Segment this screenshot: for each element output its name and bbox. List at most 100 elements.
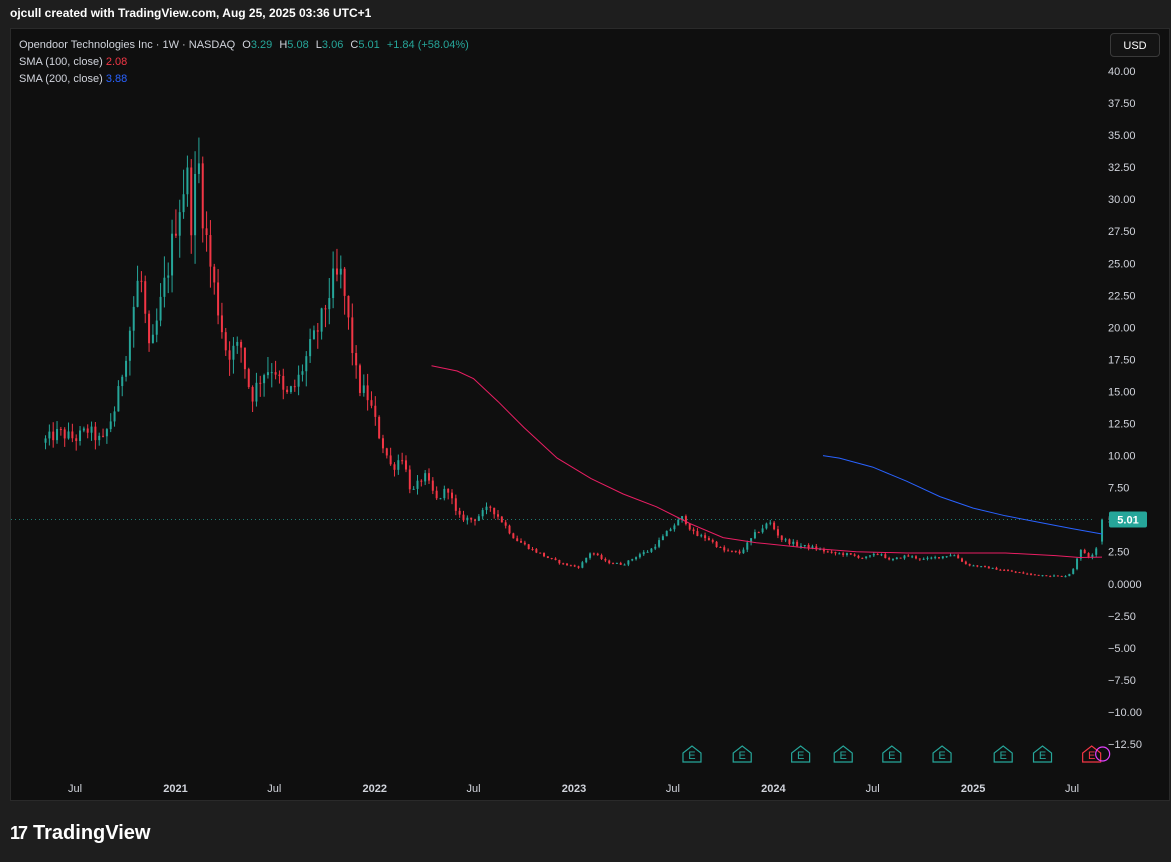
chart-legend: Opendoor Technologies Inc · 1W · NASDAQ … xyxy=(19,37,469,88)
candle-body xyxy=(266,372,269,376)
candle-body xyxy=(332,268,335,299)
candle-body xyxy=(1091,554,1094,558)
y-axis-tick-label: 35.00 xyxy=(1108,130,1136,142)
candle-body xyxy=(113,411,116,422)
change-value: +1.84 (+58.04%) xyxy=(386,39,469,51)
candle-body xyxy=(569,565,572,567)
sma100-value: 2.08 xyxy=(105,56,128,68)
chart-panel[interactable]: Opendoor Technologies Inc · 1W · NASDAQ … xyxy=(10,28,1170,801)
candle-body xyxy=(466,517,469,521)
candle-body xyxy=(424,473,427,482)
candle-body xyxy=(1072,569,1075,574)
candle-body xyxy=(56,429,59,441)
candle-body xyxy=(853,554,856,556)
candle-body xyxy=(995,567,998,570)
candle-body xyxy=(370,400,373,406)
candle-body xyxy=(1003,569,1006,571)
candle-body xyxy=(1095,548,1098,555)
earnings-marker-icon xyxy=(993,745,1013,763)
candle-body xyxy=(504,522,507,526)
x-axis-tick-label: 2023 xyxy=(562,783,586,795)
symbol-title[interactable]: Opendoor Technologies Inc · 1W · NASDAQ xyxy=(19,39,236,51)
price-chart-svg[interactable]: 40.00 37.50 35.00 32.50 30.00 27.50 25.00 22.50… xyxy=(11,29,1169,800)
candle-body xyxy=(842,553,845,555)
candle-body xyxy=(773,522,776,530)
x-axis-tick-label: Jul xyxy=(467,783,481,795)
candle-body xyxy=(1037,574,1040,576)
candle-body xyxy=(815,546,818,550)
candle-body xyxy=(719,546,722,548)
candle-body xyxy=(94,426,97,441)
candle-body xyxy=(385,448,388,456)
candle-body xyxy=(803,544,806,546)
candle-body xyxy=(1049,576,1052,578)
candle-body xyxy=(742,549,745,554)
candle-body xyxy=(930,557,933,559)
candle-body xyxy=(343,268,346,296)
candle-body xyxy=(439,498,442,500)
currency-button[interactable]: USD xyxy=(1110,33,1160,57)
candle-body xyxy=(888,558,891,560)
candle-body xyxy=(297,374,300,387)
earnings-marker-icon xyxy=(833,745,853,763)
candle-body xyxy=(48,431,51,439)
candle-body xyxy=(650,548,653,552)
candle-body xyxy=(673,525,676,530)
candle-body xyxy=(393,464,396,470)
candle-body xyxy=(44,438,47,443)
x-axis-tick-label: 2022 xyxy=(363,783,387,795)
candle-body xyxy=(431,480,434,491)
candle-body xyxy=(355,353,358,366)
last-candle-body xyxy=(1101,519,1104,542)
candle-body xyxy=(228,350,231,360)
earnings-marker-label: E xyxy=(938,750,945,762)
candle-body xyxy=(738,551,741,554)
candle-body xyxy=(635,557,638,560)
tradingview-logo[interactable]: 17 TradingView xyxy=(10,820,150,846)
sma200-legend-line[interactable]: SMA (200, close) 3.88 xyxy=(19,71,469,88)
candle-body xyxy=(608,560,611,564)
candle-body xyxy=(891,559,894,561)
candle-body xyxy=(105,429,108,437)
candle-body xyxy=(174,233,177,236)
candle-body xyxy=(205,228,208,236)
candle-body xyxy=(631,559,634,561)
candle-body xyxy=(1010,570,1013,572)
candle-body xyxy=(324,308,327,310)
candle-body xyxy=(374,405,377,417)
earnings-marker-label: E xyxy=(888,750,895,762)
last-price-badge xyxy=(1109,511,1147,528)
candle-body xyxy=(861,557,864,559)
candle-body xyxy=(573,565,576,567)
candle-body xyxy=(757,532,760,534)
candle-body xyxy=(1079,549,1082,559)
earnings-marker-label: E xyxy=(688,750,695,762)
candle-body xyxy=(309,339,312,357)
candle-body xyxy=(776,529,779,536)
candle-body xyxy=(404,460,407,470)
candle-body xyxy=(589,553,592,558)
candle-body xyxy=(868,555,871,557)
sma100-label: SMA (100, close) xyxy=(19,56,103,68)
candle-body xyxy=(539,552,542,554)
candle-body xyxy=(420,480,423,482)
candle-body xyxy=(470,517,473,520)
x-axis-tick-label: Jul xyxy=(68,783,82,795)
sma100-legend-line[interactable]: SMA (100, close) 2.08 xyxy=(19,54,469,71)
candle-body xyxy=(999,569,1002,571)
candle-body xyxy=(661,536,664,541)
candle-body xyxy=(1018,572,1021,574)
y-axis-tick-label: 2.50 xyxy=(1108,547,1129,559)
candle-body xyxy=(953,555,956,557)
candle-body xyxy=(493,507,496,515)
candle-body xyxy=(826,551,829,553)
candle-body xyxy=(378,416,381,439)
last-price-badge-label: 5.01 xyxy=(1117,515,1138,527)
y-axis-tick-label: −7.50 xyxy=(1108,675,1136,687)
candle-body xyxy=(707,538,710,541)
candle-body xyxy=(259,382,262,384)
candle-body xyxy=(822,549,825,552)
earnings-marker-icon xyxy=(682,745,702,763)
y-axis-tick-label: 40.00 xyxy=(1108,66,1136,78)
candle-body xyxy=(1033,574,1036,576)
